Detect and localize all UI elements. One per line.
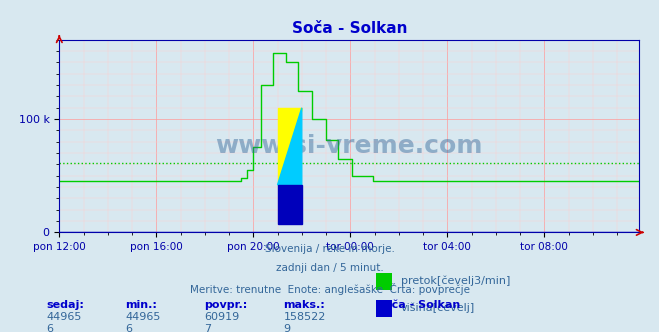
Text: Soča - Solkan: Soča - Solkan [376,300,460,310]
Text: Meritve: trenutne  Enote: anglešaške  Črta: povprečje: Meritve: trenutne Enote: anglešaške Črta… [190,283,469,294]
Text: 158522: 158522 [283,312,326,322]
Bar [376,274,392,290]
Text: 60919: 60919 [204,312,239,322]
Polygon shape [277,108,302,185]
Text: 9: 9 [283,324,291,332]
Text: sedaj:: sedaj: [46,300,84,310]
Text: www.si-vreme.com: www.si-vreme.com [215,134,483,158]
Text: 6: 6 [46,324,53,332]
Text: min.:: min.: [125,300,157,310]
Text: pretok[čevelj3/min]: pretok[čevelj3/min] [401,276,510,287]
Polygon shape [277,108,302,185]
Text: zadnji dan / 5 minut.: zadnji dan / 5 minut. [275,263,384,273]
Text: 7: 7 [204,324,212,332]
Bar [277,185,302,224]
Title: Soča - Solkan: Soča - Solkan [291,21,407,36]
Text: Slovenija / reke in morje.: Slovenija / reke in morje. [264,244,395,254]
Text: 44965: 44965 [46,312,82,322]
Text: maks.:: maks.: [283,300,325,310]
Text: višina[čevelj]: višina[čevelj] [401,303,474,313]
Text: 44965: 44965 [125,312,161,322]
Text: povpr.:: povpr.: [204,300,248,310]
Text: 6: 6 [125,324,132,332]
Bar [376,300,392,317]
